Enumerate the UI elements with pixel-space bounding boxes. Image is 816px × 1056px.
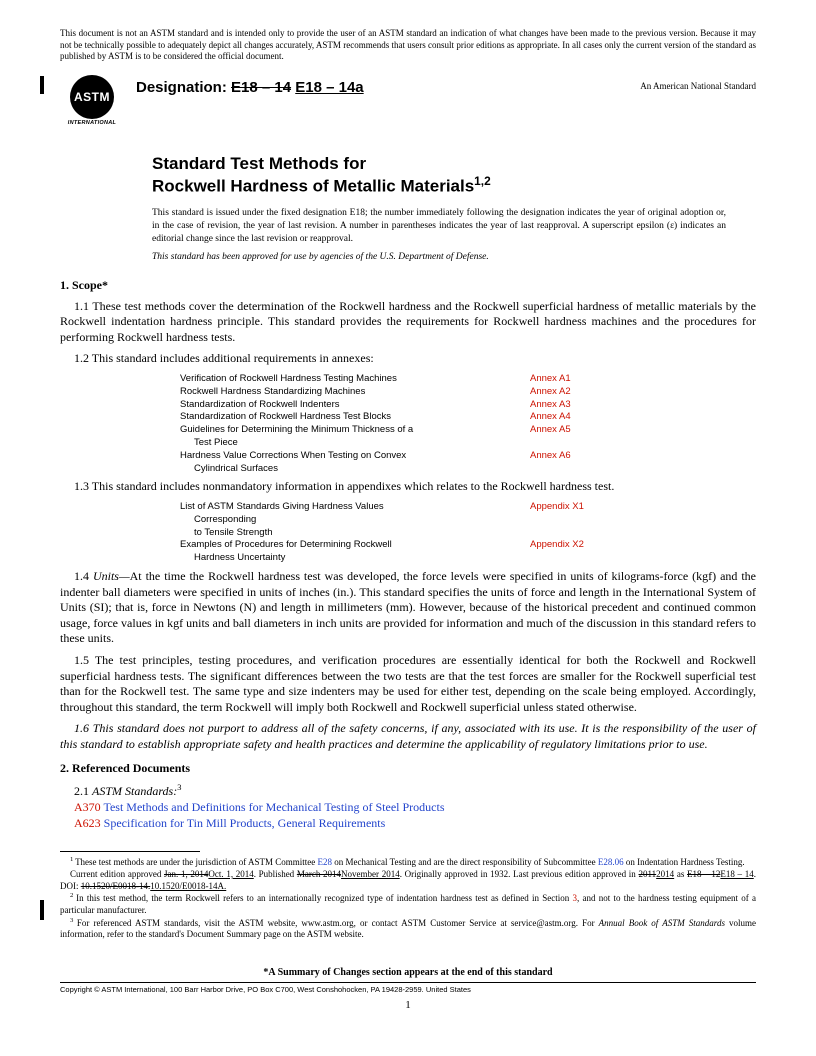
- section-2-head: 2. Referenced Documents: [60, 761, 756, 776]
- designation-old: E18 – 14: [231, 79, 291, 96]
- designation-new: E18 – 14a: [295, 79, 363, 96]
- header-row: ASTM INTERNATIONAL Designation: E18 – 14…: [60, 75, 756, 127]
- logo-text: ASTM: [74, 90, 110, 105]
- para-1-1: 1.1 These test methods cover the determi…: [60, 299, 756, 346]
- annex-row: Verification of Rockwell Hardness Testin…: [180, 373, 716, 386]
- annex-row: Rockwell Hardness Standardizing Machines…: [180, 386, 716, 399]
- ref-a623[interactable]: A623 Specification for Tin Mill Products…: [60, 815, 756, 831]
- para-1-6: 1.6 This standard does not purport to ad…: [60, 721, 756, 752]
- annex-row: Hardness Value Corrections When Testing …: [180, 450, 716, 476]
- dod-approval: This standard has been approved for use …: [152, 252, 756, 264]
- logo-subtext: INTERNATIONAL: [60, 120, 124, 127]
- page: This document is not an ASTM standard an…: [0, 0, 816, 1033]
- annex-row: Standardization of Rockwell IndentersAnn…: [180, 399, 716, 412]
- astm-logo: ASTM INTERNATIONAL: [60, 75, 124, 127]
- annex-row: Guidelines for Determining the Minimum T…: [180, 424, 716, 450]
- page-number: 1: [60, 999, 756, 1013]
- title-line1: Standard Test Methods for: [152, 153, 756, 174]
- disclaimer-text: This document is not an ASTM standard an…: [60, 28, 756, 63]
- footnote-rule: [60, 851, 200, 852]
- title-block: Standard Test Methods for Rockwell Hardn…: [152, 153, 756, 197]
- change-bar: [40, 76, 44, 94]
- annex-row: Standardization of Rockwell Hardness Tes…: [180, 411, 716, 424]
- footnote-2: 2 In this test method, the term Rockwell…: [60, 892, 756, 916]
- annex-table: Verification of Rockwell Hardness Testin…: [180, 373, 716, 476]
- title-sup: 1,2: [474, 174, 491, 188]
- footnote-1: 1 These test methods are under the juris…: [60, 856, 756, 869]
- appendix-row: List of ASTM Standards Giving Hardness V…: [180, 501, 716, 539]
- designation: Designation: E18 – 14 E18 – 14a: [136, 79, 640, 98]
- para-1-3: 1.3 This standard includes nonmandatory …: [60, 479, 756, 495]
- para-2-1: 2.1 ASTM Standards:3: [60, 782, 756, 799]
- change-bar: [40, 900, 44, 920]
- section-1-head: 1. Scope*: [60, 278, 756, 293]
- issuance-note: This standard is issued under the fixed …: [152, 207, 726, 245]
- para-1-2: 1.2 This standard includes additional re…: [60, 351, 756, 367]
- para-1-5: 1.5 The test principles, testing procedu…: [60, 653, 756, 715]
- ref-a370[interactable]: A370 Test Methods and Definitions for Me…: [60, 799, 756, 815]
- logo-circle: ASTM: [70, 75, 114, 119]
- ans-label: An American National Standard: [640, 81, 756, 92]
- appendix-table: List of ASTM Standards Giving Hardness V…: [180, 501, 716, 565]
- footnote-1b: Current edition approved Jan. 1, 2014Oct…: [60, 869, 756, 892]
- title-line2: Rockwell Hardness of Metallic Materials1…: [152, 174, 756, 197]
- copyright: Copyright © ASTM International, 100 Barr…: [60, 982, 756, 994]
- para-1-4: 1.4 Units—At the time the Rockwell hardn…: [60, 569, 756, 647]
- designation-block: Designation: E18 – 14 E18 – 14a: [136, 75, 640, 98]
- summary-note: *A Summary of Changes section appears at…: [60, 967, 756, 980]
- appendix-row: Examples of Procedures for Determining R…: [180, 539, 716, 565]
- footnote-3: 3 For referenced ASTM standards, visit t…: [60, 917, 756, 941]
- designation-label: Designation:: [136, 79, 227, 96]
